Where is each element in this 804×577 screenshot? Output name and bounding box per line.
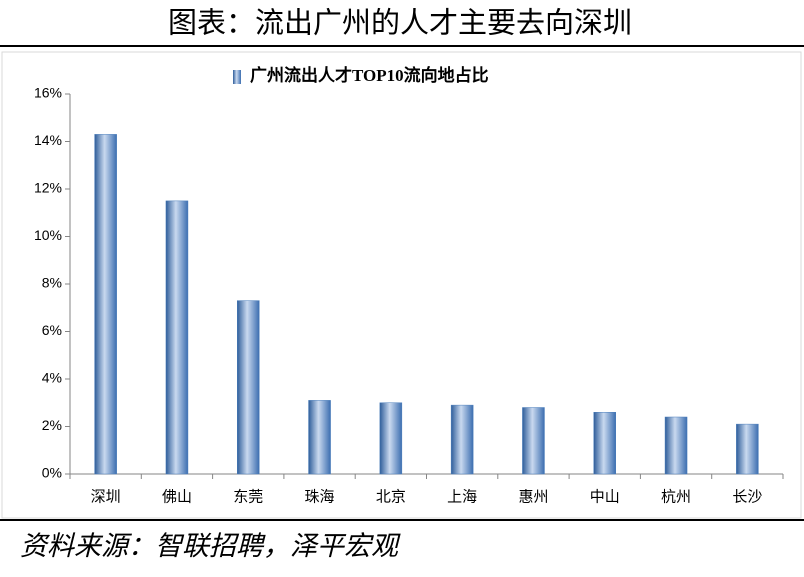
source: 资料来源：智联招聘，泽平宏观: [20, 531, 401, 561]
chart-title: 图表：流出广州的人才主要去向深圳: [168, 7, 632, 40]
bar: [736, 423, 759, 475]
x-tick-label: 佛山: [162, 488, 192, 505]
bar: [165, 200, 189, 475]
bar: [593, 412, 616, 475]
chart-frame: [1, 51, 802, 519]
bar: [94, 134, 117, 475]
y-tick-label: 2%: [42, 417, 62, 433]
legend-swatch: [233, 70, 241, 84]
y-tick-label: 8%: [42, 275, 62, 291]
bar: [308, 400, 331, 475]
y-tick-label: 0%: [42, 465, 62, 481]
legend-label: 广州流出人才TOP10流向地占比: [250, 65, 489, 85]
x-tick-label: 深圳: [91, 488, 121, 505]
x-tick-label: 杭州: [661, 488, 691, 505]
y-tick-label: 6%: [42, 322, 62, 338]
bar: [450, 404, 474, 475]
x-tick-label: 中山: [590, 488, 620, 505]
y-tick-label: 10%: [34, 227, 62, 243]
x-tick-label: 上海: [447, 488, 477, 505]
bar: [237, 300, 260, 475]
bar: [664, 416, 688, 475]
bar: [522, 407, 545, 475]
y-tick-label: 16%: [34, 85, 62, 101]
y-tick-label: 4%: [42, 370, 62, 386]
y-tick-label: 12%: [34, 180, 62, 196]
x-tick-label: 珠海: [305, 488, 335, 505]
x-tick-label: 惠州: [518, 488, 548, 505]
x-tick-label: 长沙: [732, 488, 762, 505]
x-tick-label: 北京: [376, 488, 406, 505]
x-tick-label: 东莞: [233, 488, 263, 505]
y-tick-label: 14%: [34, 132, 62, 148]
bar: [379, 402, 403, 475]
